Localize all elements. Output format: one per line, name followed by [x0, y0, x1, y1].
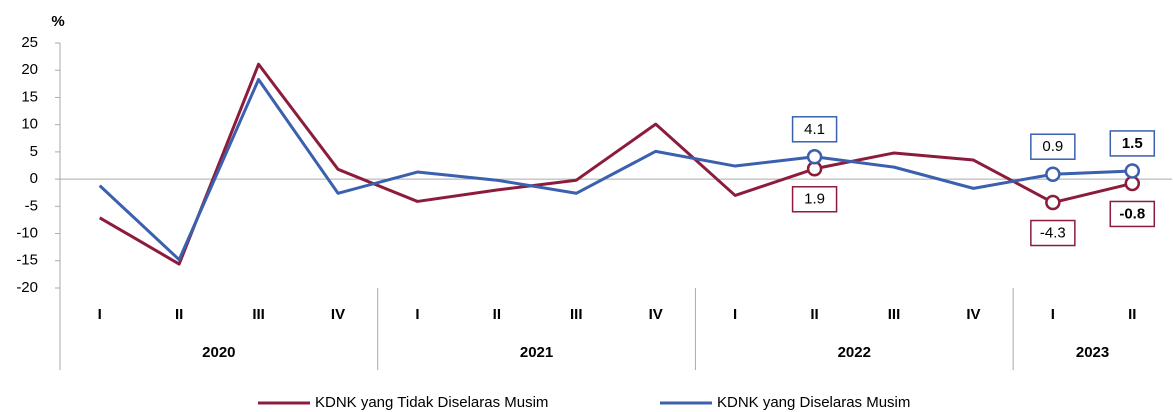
point-marker — [1124, 163, 1141, 179]
label-box — [1109, 130, 1156, 157]
x-tick-label: III — [252, 306, 265, 323]
y-tick-label: 20 — [21, 61, 38, 78]
x-tick-label: IV — [331, 306, 345, 323]
legend-label: KDNK yang Diselaras Musim — [717, 394, 910, 411]
data-label: 1.9 — [804, 191, 825, 208]
x-tick-label: I — [98, 306, 102, 323]
x-tick-label: II — [1128, 306, 1136, 323]
y-tick-label: -5 — [25, 197, 38, 214]
x-tick-label: IV — [966, 306, 980, 323]
y-tick-label: 10 — [21, 116, 38, 133]
point-marker — [1045, 194, 1061, 211]
y-tick-label: 0 — [30, 170, 38, 187]
x-tick-label: II — [810, 306, 818, 323]
x-tick-label: I — [733, 306, 737, 323]
y-tick-label: -10 — [16, 225, 38, 242]
x-tick-label: IV — [649, 306, 663, 323]
x-tick-label: I — [1051, 306, 1055, 323]
series-line — [98, 77, 1133, 262]
y-axis-label: % — [51, 13, 64, 30]
label-box — [1030, 219, 1076, 247]
y-tick-label: 5 — [30, 143, 38, 160]
point-marker — [806, 149, 823, 165]
data-label: 0.9 — [1042, 138, 1063, 155]
group-label: 2020 — [202, 344, 235, 361]
label-box — [1030, 133, 1076, 160]
x-tick-label: I — [415, 306, 419, 323]
group-label: 2023 — [1076, 344, 1109, 361]
point-marker — [1045, 166, 1061, 182]
series-line — [98, 62, 1133, 266]
y-tick-label: -15 — [16, 252, 38, 269]
label-box — [791, 116, 838, 143]
point-marker — [1124, 175, 1141, 192]
x-tick-label: II — [493, 306, 501, 323]
y-tick-label: -20 — [16, 279, 38, 296]
data-label: -4.3 — [1040, 224, 1066, 241]
group-label: 2022 — [838, 344, 871, 361]
x-tick-label: III — [570, 306, 583, 323]
legend-label: KDNK yang Tidak Diselaras Musim — [315, 394, 548, 411]
group-label: 2021 — [520, 344, 553, 361]
label-box — [791, 186, 838, 213]
y-tick-label: 25 — [21, 34, 38, 51]
data-label: 4.1 — [804, 121, 825, 138]
x-tick-label: III — [888, 306, 901, 323]
label-box — [1109, 200, 1156, 228]
y-tick-label: 15 — [21, 88, 38, 105]
data-label: -0.8 — [1119, 205, 1145, 222]
x-tick-label: II — [175, 306, 183, 323]
data-label: 1.5 — [1122, 135, 1143, 152]
